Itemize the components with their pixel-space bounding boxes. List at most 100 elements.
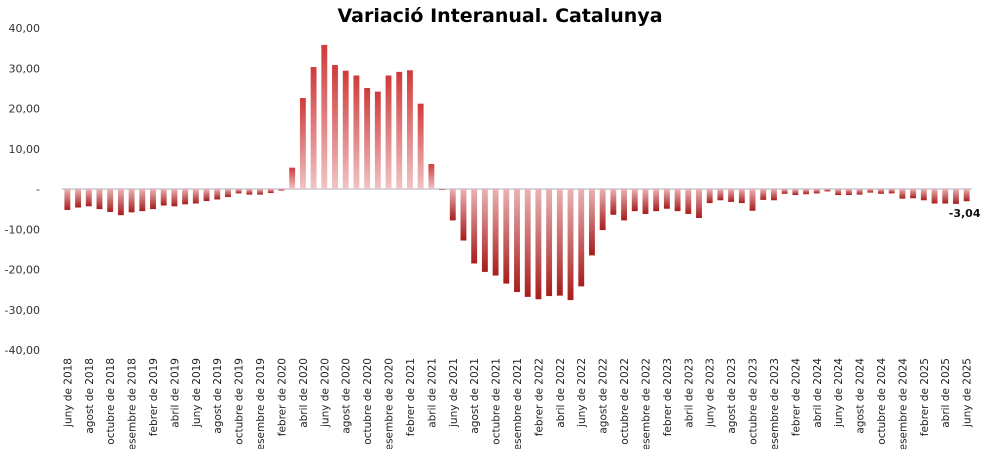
bar (460, 189, 467, 241)
bar (653, 189, 660, 212)
bar (439, 189, 446, 190)
y-axis: 40,00 30,00 20,00 10,00 - -10,00 -20,00 -30,00 -… (5, 22, 40, 357)
bar (353, 75, 360, 189)
bar (150, 189, 156, 210)
bar (385, 75, 392, 189)
bar (631, 189, 638, 212)
x-tick-label: febrer de 2021 (405, 358, 417, 436)
x-tick-label: desembre de 2018 (127, 358, 139, 449)
x-tick-label: agost de 2021 (469, 358, 481, 434)
bar (117, 189, 124, 216)
bar (278, 189, 285, 191)
x-tick-label: juny de 2021 (448, 358, 460, 428)
bar (406, 70, 413, 189)
bar (96, 189, 103, 210)
x-tick-label: febrer de 2023 (662, 358, 674, 436)
y-tick-label: 20,00 (9, 103, 41, 116)
bar (139, 189, 146, 212)
bar (128, 189, 135, 213)
bar (685, 189, 692, 214)
x-tick-label: juny de 2018 (62, 358, 74, 428)
bar (267, 189, 274, 194)
bar (396, 71, 403, 189)
x-tick-label: juny de 2024 (833, 358, 845, 428)
bar (942, 189, 949, 204)
y-tick-label: 10,00 (9, 143, 41, 156)
bar (85, 189, 92, 207)
x-tick-label: febrer de 2024 (790, 358, 802, 437)
x-tick-label: juny de 2020 (319, 358, 331, 428)
x-tick-label: abril de 2019 (169, 358, 181, 428)
x-tick-label: abril de 2021 (426, 358, 438, 428)
bar (738, 189, 745, 204)
bar (674, 189, 681, 212)
x-tick-label: desembre de 2022 (640, 358, 652, 449)
bar-series (64, 44, 970, 301)
x-tick-label: octubre de 2021 (491, 358, 503, 445)
y-tick-label: -30,00 (5, 304, 40, 317)
x-tick-label: abril de 2020 (298, 358, 310, 428)
bar (171, 189, 178, 207)
bar (374, 91, 381, 189)
bar (803, 189, 810, 195)
x-tick-label: juny de 2023 (705, 358, 717, 428)
x-tick-label: octubre de 2022 (619, 358, 631, 445)
bar (578, 189, 585, 287)
y-tick-label: -10,00 (5, 223, 40, 236)
bar (792, 189, 799, 196)
y-tick-label: 40,00 (9, 22, 41, 35)
x-tick-label: desembre de 2020 (384, 358, 396, 449)
x-tick-label: desembre de 2019 (255, 358, 267, 449)
bar (728, 189, 735, 202)
bar (867, 189, 874, 193)
bar (567, 189, 574, 301)
bar (717, 189, 724, 201)
bar (856, 189, 863, 195)
x-tick-label: agost de 2024 (855, 358, 867, 434)
bar (663, 189, 670, 209)
bar (289, 167, 296, 189)
bar (588, 189, 595, 256)
bar (257, 189, 264, 195)
bar (899, 189, 906, 199)
bar (920, 189, 927, 201)
bar (75, 189, 82, 208)
bar (471, 189, 478, 264)
x-tick-label: agost de 2019 (212, 358, 224, 434)
bar (642, 189, 649, 214)
bar (107, 189, 114, 212)
bar (321, 44, 328, 189)
bar (299, 98, 306, 189)
x-tick-label: octubre de 2024 (876, 358, 888, 445)
bar (235, 189, 242, 194)
bar (64, 189, 71, 210)
bar (696, 189, 702, 218)
x-tick-label: febrer de 2022 (533, 358, 545, 436)
x-tick-label: octubre de 2019 (234, 358, 246, 445)
bar (824, 189, 831, 192)
x-tick-label: abril de 2022 (555, 358, 567, 428)
bar (492, 189, 499, 276)
x-tick-label: agost de 2022 (598, 358, 610, 434)
x-tick-label: abril de 2025 (940, 358, 952, 428)
x-tick-label: abril de 2024 (812, 358, 824, 428)
bar (182, 189, 189, 205)
x-tick-label: juny de 2022 (576, 358, 588, 428)
x-tick-label: agost de 2023 (726, 358, 738, 434)
bar (781, 189, 788, 194)
x-axis: juny de 2018 agost de 2018 octubre de 2018… (62, 358, 973, 449)
bar (931, 189, 938, 204)
y-tick-label: -40,00 (5, 344, 40, 357)
bar (770, 189, 777, 201)
bar (417, 103, 424, 189)
bar (224, 189, 231, 198)
data-label-last: -3,04 (949, 207, 981, 220)
bar (845, 189, 852, 196)
bar (503, 189, 510, 284)
x-tick-label: desembre de 2023 (769, 358, 781, 449)
bar (203, 189, 210, 202)
bar (706, 189, 713, 204)
bar (310, 67, 317, 189)
